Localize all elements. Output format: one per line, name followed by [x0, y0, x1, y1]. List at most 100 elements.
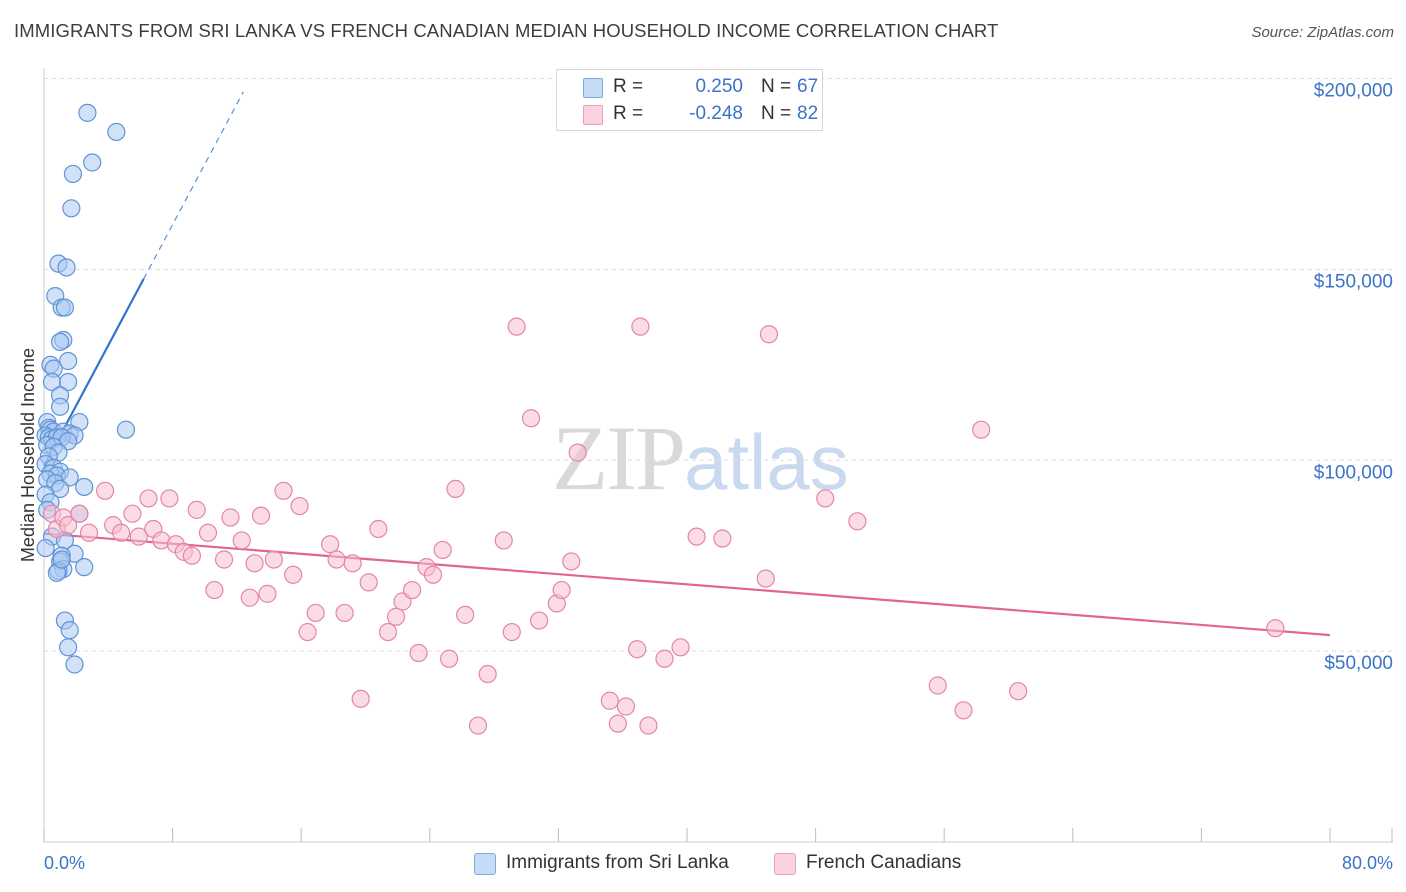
french-canadian-point [112, 523, 131, 542]
axes [43, 68, 1393, 843]
french-canadian-point [359, 573, 378, 592]
french-canadian-point [433, 540, 452, 560]
french-canadian-point [182, 546, 201, 565]
french-canadian-point [530, 611, 549, 630]
french-canadian-point [423, 565, 443, 584]
french-canadian-point [351, 689, 370, 708]
french-canadian-point [123, 504, 142, 523]
axis-labels: $50,000 $100,000 $150,000 $200,000 0.0% 80.0%… [18, 81, 1393, 874]
legend-n-label: N = [761, 103, 792, 124]
legend-r-value: -0.248 [689, 103, 743, 124]
french-canadian-point [507, 317, 526, 336]
french-canadian-point [628, 640, 647, 659]
series-legend: Immigrants from Sri Lanka French Canadia… [0, 852, 1406, 878]
y-tick-label: $50,000 [1324, 653, 1393, 674]
sri-lanka-point [57, 258, 76, 277]
french-canadian-point [954, 701, 973, 720]
french-canadian-point [502, 622, 521, 642]
french-canadian-point [187, 500, 206, 519]
sri-lanka-point [107, 122, 126, 142]
french-canadian-point [369, 519, 388, 539]
french-canadian-point [671, 638, 690, 657]
french-canadian-point [552, 580, 571, 600]
source-label: Source: ZipAtlas.com [1251, 24, 1394, 41]
series-swatch-sri-lanka [474, 853, 496, 875]
french-canadian-point [608, 714, 627, 733]
trend-line-french-canadians [43, 532, 1331, 637]
french-canadian-point [639, 716, 658, 735]
french-canadian-point [232, 531, 251, 550]
legend-r-value: 0.250 [695, 76, 743, 97]
french-canadian-point [160, 489, 179, 508]
series-legend-label: French Canadians [806, 852, 962, 873]
legend-n-value: 82 [797, 103, 819, 124]
french-canadian-point [221, 508, 240, 527]
trend-line-extension-sri-lanka [143, 91, 244, 280]
chart-title: IMMIGRANTS FROM SRI LANKA VS FRENCH CANA… [14, 20, 999, 41]
french-canadian-point [264, 550, 283, 569]
x-tick-label-max: 80.0% [1342, 853, 1393, 873]
french-canadian-point [205, 580, 224, 600]
french-canadian-point [251, 506, 271, 525]
x-tick-label-min: 0.0% [44, 853, 85, 873]
french-canadian-point [713, 529, 732, 548]
french-canadian-point [631, 317, 650, 336]
french-canadian-point [478, 664, 497, 684]
legend-n-label: N = [761, 76, 792, 97]
legend-swatch-french-canadians [583, 105, 603, 125]
french-canadian-point [655, 649, 674, 668]
french-canadian-point [848, 512, 867, 531]
french-canadian-point [972, 420, 991, 439]
french-canadian-point [335, 603, 354, 623]
french-canadian-point [129, 527, 148, 546]
stats-legend: R = 0.250 N = 67 R = -0.248 N = 82 [556, 69, 823, 131]
french-canadian-point [1009, 682, 1028, 701]
french-canadian-point [306, 603, 325, 623]
sri-lanka-point [62, 199, 81, 218]
sri-lanka-point [63, 164, 83, 184]
french-canadian-point [403, 580, 422, 600]
french-canadian-point [258, 584, 277, 603]
sri-lanka-point [59, 351, 78, 371]
french-canadian-point [928, 676, 947, 695]
french-canadian-point [616, 697, 636, 716]
french-canadian-point [343, 554, 362, 573]
french-canadian-point [321, 535, 340, 554]
french-canadian-point [240, 588, 259, 607]
legend-r-label: R = [613, 76, 644, 97]
french-canadian-point [1266, 619, 1285, 638]
sri-lanka-point [116, 420, 136, 439]
french-canadian-point [70, 504, 89, 523]
french-canadian-point [386, 607, 406, 626]
sri-lanka-point [83, 153, 102, 172]
french-canadian-point [139, 489, 158, 508]
french-canadian-point [562, 552, 581, 571]
french-canadian-point [378, 622, 398, 642]
french-canadian-point [568, 443, 587, 462]
sri-lanka-point [75, 477, 94, 497]
french-canadian-point [198, 523, 218, 542]
y-tick-label: $100,000 [1314, 462, 1393, 483]
french-canadian-point [214, 550, 234, 569]
french-canadian-point [327, 550, 346, 569]
data-points [36, 103, 1285, 735]
french-canadian-point [456, 605, 475, 624]
french-canadian-point [759, 325, 779, 344]
trend-lines [43, 91, 1331, 637]
french-canadian-point [687, 527, 706, 546]
sri-lanka-point [78, 103, 97, 122]
french-canadian-point [816, 489, 835, 508]
sri-lanka-point [50, 332, 70, 352]
series-legend-label: Immigrants from Sri Lanka [506, 852, 729, 873]
sri-lanka-point [59, 638, 78, 657]
french-canadian-point [298, 622, 317, 642]
french-canadian-point [446, 479, 465, 498]
series-swatch-french-canadians [774, 853, 796, 875]
french-canadian-point [274, 481, 293, 500]
sri-lanka-point [50, 397, 70, 416]
sri-lanka-point [36, 538, 55, 558]
french-canadian-point [494, 531, 513, 550]
series-1-points [42, 317, 1285, 735]
french-canadian-point [79, 523, 99, 542]
legend-n-value: 67 [797, 76, 819, 97]
